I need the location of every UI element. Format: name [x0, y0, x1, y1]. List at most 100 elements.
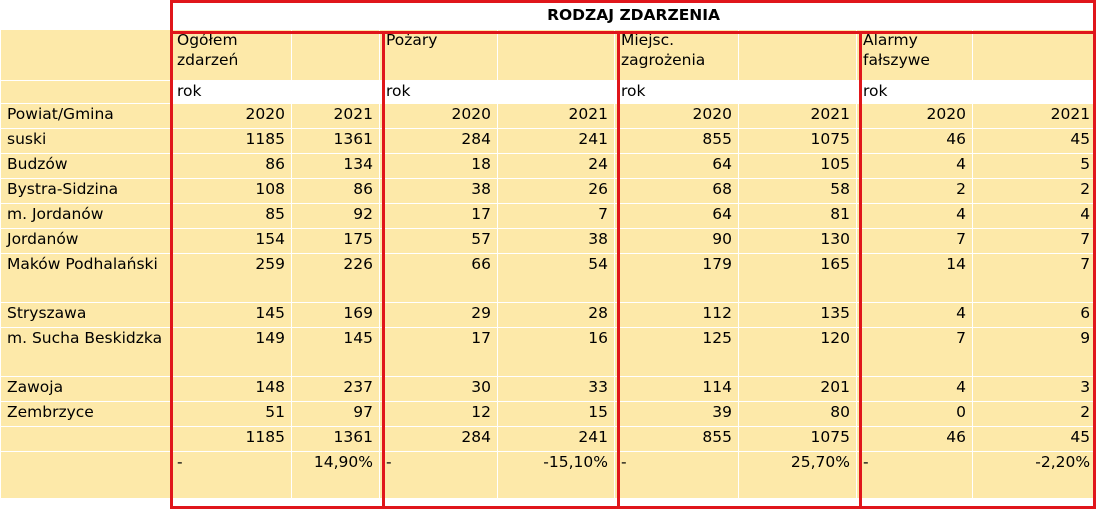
value-cell: 86 — [291, 178, 380, 204]
value-cell: 175 — [291, 228, 380, 254]
category-header-spacer — [291, 29, 380, 81]
year-header: 2021 — [738, 103, 857, 129]
value-cell: 64 — [614, 153, 739, 179]
value-cell: 148 — [170, 376, 292, 402]
value-cell: 4 — [856, 376, 973, 402]
value-cell: 154 — [170, 228, 292, 254]
total-cell: 284 — [379, 426, 498, 452]
year-header: 2020 — [170, 103, 292, 129]
total-cell: 241 — [497, 426, 615, 452]
row-name: Maków Podhalański — [0, 253, 171, 303]
total-cell: 1185 — [170, 426, 292, 452]
table-row: Maków Podhalański 259 226 66 54 179 165 14 7 — [0, 253, 1098, 303]
value-cell: 28 — [497, 302, 615, 328]
table-row: Jordanów 154 175 57 38 90 130 7 7 — [0, 228, 1098, 254]
value-cell: 2 — [971, 401, 1098, 427]
value-cell: 4 — [856, 203, 973, 229]
value-cell: 4 — [856, 302, 973, 328]
table-row: Budzów 86 134 18 24 64 105 4 5 — [0, 153, 1098, 179]
value-cell: 2 — [856, 178, 973, 204]
unit-label: rok — [170, 80, 292, 104]
value-cell: 125 — [614, 327, 739, 377]
value-cell: 54 — [497, 253, 615, 303]
value-cell: 51 — [170, 401, 292, 427]
value-cell: 30 — [379, 376, 498, 402]
year-header: 2021 — [291, 103, 380, 129]
value-cell: 81 — [738, 203, 857, 229]
unit-empty — [497, 80, 615, 104]
category-header-false-alarms: Alarmy fałszywe — [856, 29, 973, 81]
category-header-local-threats: Miejsc. zagrożenia — [614, 29, 739, 81]
row-name: Stryszawa — [0, 302, 171, 328]
value-cell: 92 — [291, 203, 380, 229]
value-cell: 17 — [379, 203, 498, 229]
value-cell: 112 — [614, 302, 739, 328]
year-header: 2020 — [856, 103, 973, 129]
value-cell: 135 — [738, 302, 857, 328]
value-cell: 58 — [738, 178, 857, 204]
value-cell: 12 — [379, 401, 498, 427]
value-cell: 26 — [497, 178, 615, 204]
percent-dash: - — [379, 451, 498, 499]
value-cell: 7 — [971, 253, 1098, 303]
unit-empty — [971, 80, 1098, 104]
value-cell: 64 — [614, 203, 739, 229]
value-cell: 241 — [497, 128, 615, 154]
value-cell: 237 — [291, 376, 380, 402]
value-cell: 259 — [170, 253, 292, 303]
value-cell: 145 — [291, 327, 380, 377]
value-cell: 45 — [971, 128, 1098, 154]
unit-empty — [738, 80, 857, 104]
value-cell: 29 — [379, 302, 498, 328]
table-title: RODZAJ ZDARZENIA — [169, 0, 1098, 30]
value-cell: 80 — [738, 401, 857, 427]
percent-dash: - — [856, 451, 973, 499]
value-cell: 97 — [291, 401, 380, 427]
value-cell: 134 — [291, 153, 380, 179]
table-row: Bystra-Sidzina 108 86 38 26 68 58 2 2 — [0, 178, 1098, 204]
value-cell: 68 — [614, 178, 739, 204]
value-cell: 9 — [971, 327, 1098, 377]
value-cell: 38 — [497, 228, 615, 254]
value-cell: 86 — [170, 153, 292, 179]
totals-row: 1185 1361 284 241 855 1075 46 45 — [0, 426, 1098, 452]
value-cell: 17 — [379, 327, 498, 377]
value-cell: 5 — [971, 153, 1098, 179]
total-cell: 1075 — [738, 426, 857, 452]
value-cell: 108 — [170, 178, 292, 204]
total-cell: 45 — [971, 426, 1098, 452]
value-cell: 7 — [856, 228, 973, 254]
row-name: Budzów — [0, 153, 171, 179]
value-cell: 14 — [856, 253, 973, 303]
value-cell: 66 — [379, 253, 498, 303]
percent-change-row: -14,90% - -15,10% -25,70% - -2,20% — [0, 451, 1098, 499]
year-header: 2021 — [497, 103, 615, 129]
value-cell: 16 — [497, 327, 615, 377]
percent-dash: - — [614, 451, 739, 499]
row-header-label: Powiat/Gmina — [0, 103, 171, 129]
table-row: Zawoja 148 237 30 33 114 201 4 3 — [0, 376, 1098, 402]
unit-label: rok — [856, 80, 973, 104]
value-cell: 855 — [614, 128, 739, 154]
category-header-spacer — [971, 29, 1098, 81]
row-name: Zembrzyce — [0, 401, 171, 427]
category-header-total: Ogółem zdarzeń — [170, 29, 292, 81]
total-cell: 855 — [614, 426, 739, 452]
value-cell: 85 — [170, 203, 292, 229]
table-row: Zembrzyce 51 97 12 15 39 80 0 2 — [0, 401, 1098, 427]
value-cell: 7 — [856, 327, 973, 377]
value-cell: 39 — [614, 401, 739, 427]
value-cell: 165 — [738, 253, 857, 303]
unit-label: rok — [614, 80, 739, 104]
value-cell: 7 — [971, 228, 1098, 254]
value-cell: 1185 — [170, 128, 292, 154]
value-cell: 15 — [497, 401, 615, 427]
percent-label-empty — [0, 451, 171, 499]
value-cell: 145 — [170, 302, 292, 328]
value-cell: 90 — [614, 228, 739, 254]
value-cell: 4 — [971, 203, 1098, 229]
year-header: 2021 — [971, 103, 1098, 129]
value-cell: 33 — [497, 376, 615, 402]
value-cell: 179 — [614, 253, 739, 303]
totals-label-empty — [0, 426, 171, 452]
